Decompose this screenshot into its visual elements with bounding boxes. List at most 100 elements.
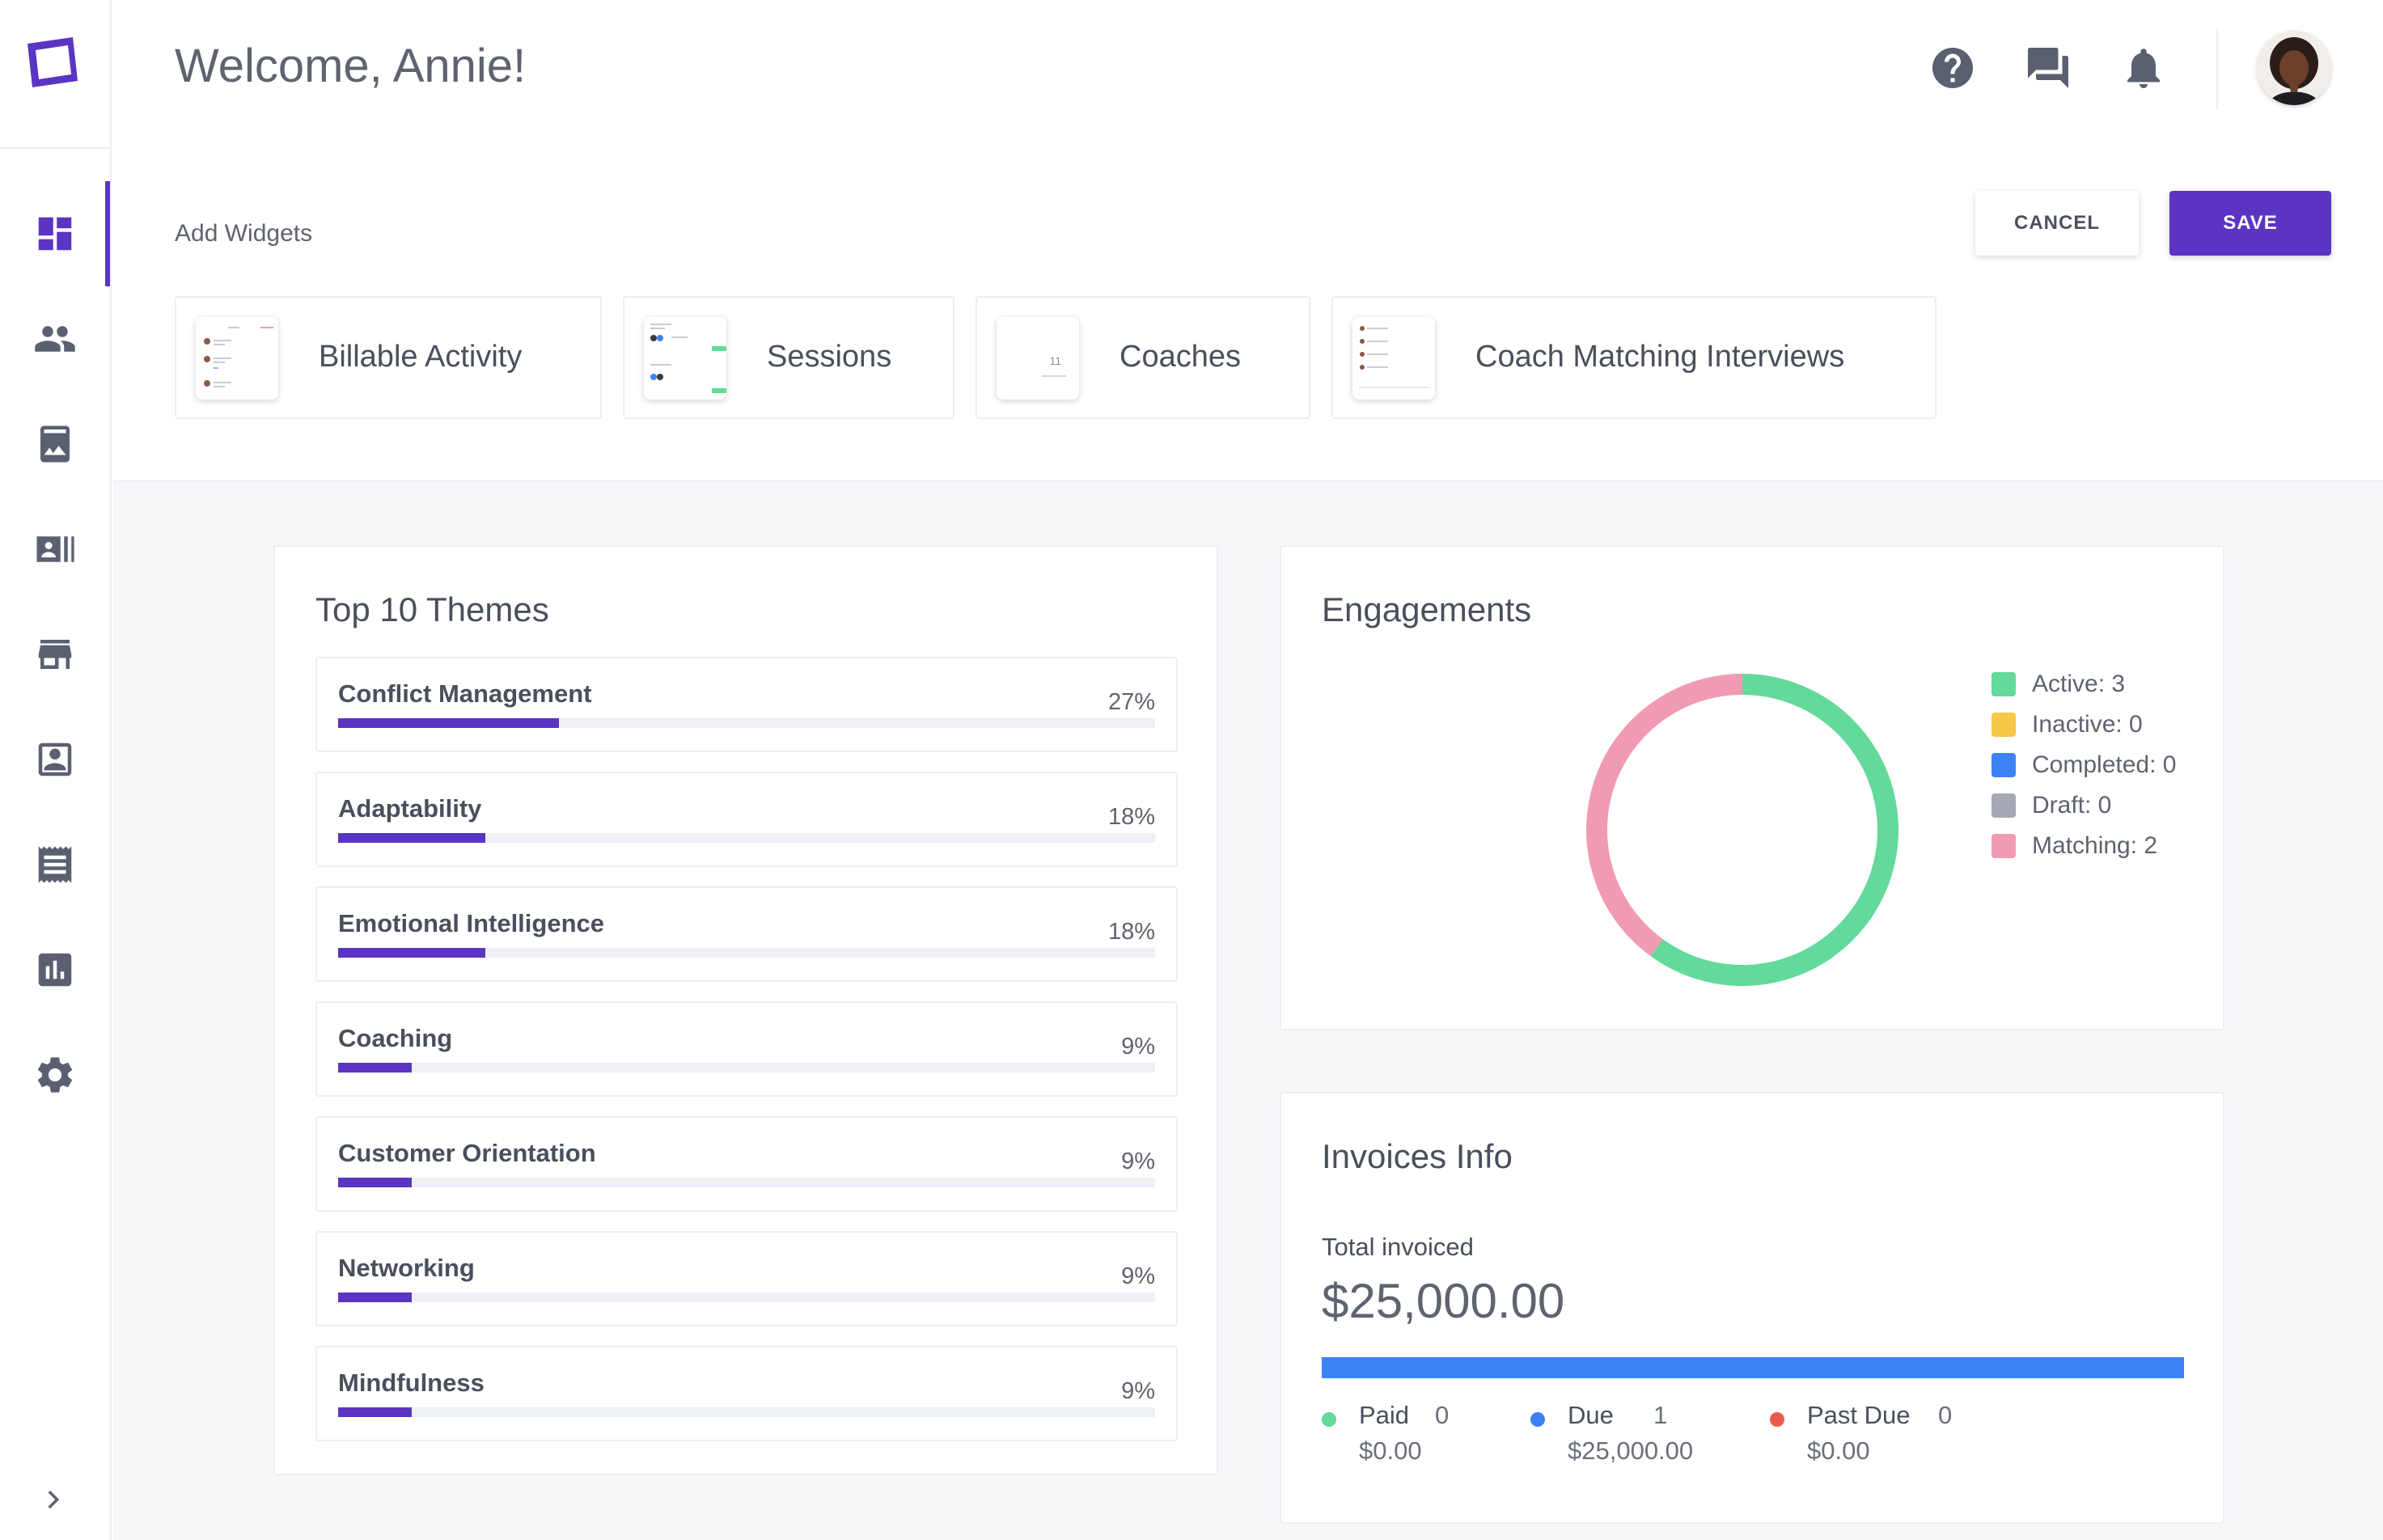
theme-progress-track [338,718,1155,728]
sidebar-item-settings[interactable] [0,1022,110,1128]
invoices-title: Invoices Info [1322,1137,1513,1175]
theme-progress-track [338,1407,1155,1417]
legend-swatch [1991,793,2016,818]
widget-thumbnail: 11 [997,317,1079,400]
stat-name: Past Due [1807,1401,1911,1429]
widget-name: Billable Activity [319,340,523,374]
page-title: Welcome, Annie! [175,40,527,92]
widget-thumbnail [1352,317,1435,400]
engagements-title: Engagements [1322,590,1532,628]
stat-count: 0 [1938,1401,1953,1429]
legend-swatch [1991,713,2016,737]
total-invoiced-label: Total invoiced [1322,1233,1474,1261]
theme-name: Adaptability [338,794,482,823]
theme-percent: 9% [1121,1149,1155,1174]
people-icon [35,326,75,352]
theme-progress-track [338,1292,1155,1302]
sidebar-item-dashboard[interactable] [0,181,110,286]
paid-dot [1322,1412,1336,1427]
theme-progress-fill [338,1407,412,1417]
widget-name: Coaches [1120,340,1241,374]
chevron-right-icon [48,1490,60,1509]
help-button[interactable] [1927,42,1979,94]
theme-progress-track [338,1178,1155,1187]
theme-name: Conflict Management [338,679,592,708]
legend-label: Inactive: 0 [2032,711,2143,738]
theme-name: Customer Orientation [338,1139,596,1167]
widget-coach-matching-interviews[interactable]: Coach Matching Interviews [1331,296,1936,419]
legend-label: Active: 3 [2032,671,2126,697]
avatar[interactable] [2257,31,2331,105]
sidebar-item-store[interactable] [0,602,110,707]
theme-row: Adaptability 18% [315,772,1178,867]
widget-thumb-value: 11 [1049,354,1061,367]
messages-button[interactable] [2022,42,2074,94]
legend-swatch [1991,753,2016,777]
logo-icon[interactable] [19,34,84,99]
add-widgets-label: Add Widgets [175,220,313,247]
receipt-icon [38,846,72,883]
sidebar-item-invoices[interactable] [0,812,110,917]
sidebar-item-profile[interactable] [0,707,110,812]
legend-item: Matching: 2 [1991,830,2157,862]
contacts-list-icon [36,536,74,562]
sidebar-item-people[interactable] [0,286,110,391]
sidebar [0,0,112,1540]
engagements-donut-chart [1586,674,1898,986]
theme-progress-fill [338,1292,412,1302]
bell-icon [2127,49,2160,88]
sidebar-item-reports[interactable] [0,917,110,1022]
sidebar-item-contacts[interactable] [0,497,110,602]
theme-row: Coaching 9% [315,1001,1178,1097]
total-invoiced-value: $25,000.00 [1322,1274,1565,1328]
widget-thumbnail [644,317,726,400]
engagements-panel: Engagements Active: 3 Inactive: 0 Complete… [1280,545,2224,1030]
donut-segment [1586,674,1743,957]
theme-progress-track [338,948,1155,958]
theme-progress-fill [338,833,485,843]
stat-amount: $25,000.00 [1568,1436,1694,1465]
help-icon [1932,48,1973,88]
legend-item: Active: 3 [1991,668,2125,700]
widget-thumbnail [196,317,278,400]
legend-item: Inactive: 0 [1991,709,2143,741]
notifications-button[interactable] [2118,42,2169,94]
themes-panel: Top 10 Themes Conflict Management 27% Adap… [273,545,1218,1475]
stat-name: Due [1568,1401,1614,1429]
stat-count: 1 [1653,1401,1668,1429]
theme-percent: 9% [1121,1263,1155,1289]
stat-count: 0 [1435,1401,1450,1429]
save-button[interactable]: SAVE [2169,191,2331,256]
invoices-panel: Invoices Info Total invoiced $25,000.00 … [1280,1092,2224,1524]
due-dot [1530,1412,1545,1427]
widget-billable-activity[interactable]: Billable Activity [175,296,602,419]
profile-card-icon [38,742,72,776]
widget-coaches[interactable]: 11 Coaches [976,296,1310,419]
theme-percent: 9% [1121,1034,1155,1060]
legend-item: Completed: 0 [1991,749,2176,781]
cancel-button[interactable]: CANCEL [1975,191,2139,256]
store-icon [38,640,72,669]
invoice-status-bar [1322,1357,2184,1378]
theme-percent: 27% [1107,689,1155,715]
widget-name: Coach Matching Interviews [1475,340,1845,374]
stat-amount: $0.00 [1807,1436,1870,1465]
theme-progress-track [338,833,1155,843]
theme-name: Coaching [338,1024,453,1052]
dashboard-icon [38,217,72,251]
legend-item: Draft: 0 [1991,789,2111,822]
top-header: Welcome, Annie! [113,0,2383,146]
theme-row: Conflict Management 27% [315,657,1178,752]
image-book-icon [40,425,70,463]
expand-sidebar-button[interactable] [32,1477,73,1522]
widget-sessions[interactable]: Sessions [623,296,954,419]
theme-name: Mindfulness [338,1369,485,1397]
past-due-dot [1770,1412,1784,1427]
chat-icon [2028,48,2068,88]
theme-progress-fill [338,948,485,958]
legend-swatch [1991,834,2016,858]
stat-name: Paid [1359,1401,1410,1429]
legend-label: Matching: 2 [2032,832,2158,859]
sidebar-item-library[interactable] [0,391,110,497]
legend-label: Draft: 0 [2032,792,2112,819]
